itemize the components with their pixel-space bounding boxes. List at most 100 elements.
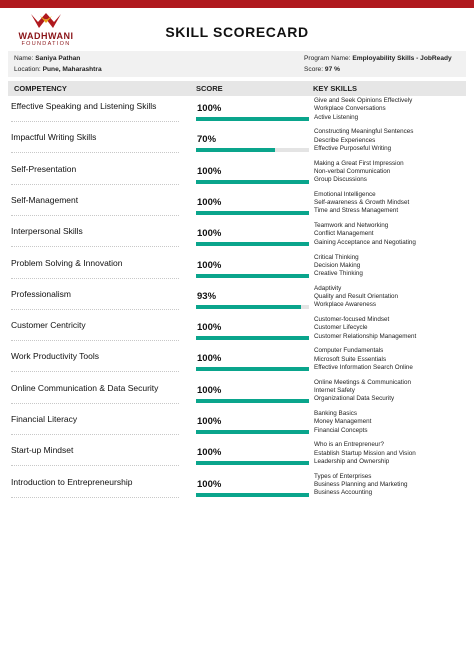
- row-divider: [11, 496, 179, 498]
- score-percent: 100%: [197, 196, 222, 208]
- key-skill-item: Critical Thinking: [314, 253, 359, 261]
- score-bar-fill: [196, 242, 309, 247]
- score-bar-track: [196, 492, 309, 497]
- competency-name: Online Communication & Data Security: [11, 382, 159, 393]
- competency-name: Self-Management: [11, 194, 79, 205]
- competency-name: Professionalism: [11, 288, 71, 299]
- row-divider: [11, 371, 179, 373]
- key-skills-list: Teamwork and Networking Conflict Manageme…: [314, 222, 416, 247]
- score-percent: 100%: [197, 384, 222, 396]
- key-skill-item: Establish Startup Mission and Vision: [314, 449, 416, 457]
- row-divider: [11, 465, 179, 467]
- score-bar-track: [196, 304, 309, 309]
- score-bar-track: [196, 367, 309, 372]
- row-divider: [11, 246, 179, 248]
- key-skill-item: Workplace Awareness: [314, 301, 377, 309]
- row-divider: [11, 214, 179, 216]
- score-value: 97 %: [324, 66, 340, 73]
- score-percent: 100%: [197, 353, 222, 365]
- key-skill-item: Adaptivity: [314, 284, 342, 292]
- program-value: Employability Skills - JobReady: [352, 55, 452, 62]
- key-skill-item: Gaining Acceptance and Negotiating: [314, 238, 416, 246]
- table-row: Self-Presentation 100% Making a Great Firs…: [8, 160, 466, 191]
- row-divider: [11, 183, 179, 185]
- key-skill-item: Workplace Conversations: [314, 105, 386, 113]
- table-row: Online Communication & Data Security 100%…: [8, 379, 466, 410]
- key-skill-item: Conflict Management: [314, 230, 374, 238]
- score-bar-fill: [196, 117, 309, 121]
- score-percent: 100%: [197, 447, 222, 459]
- key-skills-list: Types of Enterprises Business Planning an…: [314, 473, 407, 498]
- key-skills-list: Who is an Entrepreneur? Establish Startup…: [314, 441, 416, 466]
- row-divider: [11, 152, 179, 154]
- key-skill-item: Group Discussions: [314, 176, 367, 184]
- competency-name: Work Productivity Tools: [11, 351, 100, 362]
- key-skill-item: Customer-focused Mindset: [314, 316, 390, 324]
- score-bar-fill: [196, 179, 309, 184]
- key-skill-item: Teamwork and Networking: [314, 222, 389, 230]
- score-bar-fill: [196, 273, 309, 278]
- table-header: COMPETENCY SCORE KEY SKILLS: [8, 81, 466, 96]
- table-row: Customer Centricity 100% Customer-focused …: [8, 316, 466, 347]
- key-skill-item: Business Accounting: [314, 489, 373, 497]
- score-bar-track: [196, 210, 309, 215]
- key-skill-item: Microsoft Suite Essentials: [314, 355, 387, 363]
- competency-name: Effective Speaking and Listening Skills: [11, 101, 157, 111]
- score-percent: 100%: [197, 322, 222, 334]
- key-skill-item: Internet Safety: [314, 386, 355, 394]
- competency-name: Self-Presentation: [11, 163, 77, 174]
- score-percent: 100%: [197, 478, 222, 490]
- score-bar-fill: [196, 148, 276, 153]
- key-skill-item: Quality and Result Orientation: [314, 293, 399, 301]
- score-bar-fill: [196, 461, 309, 466]
- key-skill-item: Creative Thinking: [314, 270, 363, 278]
- key-skill-item: Non-verbal Communication: [314, 167, 391, 175]
- score-percent: 100%: [197, 228, 222, 240]
- key-skill-item: Decision Making: [314, 261, 361, 269]
- location-label: Location:: [14, 66, 41, 73]
- row-divider: [11, 340, 179, 342]
- key-skill-item: Time and Stress Management: [314, 207, 399, 215]
- logo-name: WADHWANI: [18, 31, 74, 41]
- location-field: Location: Pune, Maharashtra: [14, 66, 102, 73]
- key-skill-item: Customer Lifecycle: [314, 324, 368, 332]
- key-skill-item: Constructing Meaningful Sentences: [314, 128, 414, 136]
- score-percent: 100%: [197, 165, 222, 177]
- info-box: Name: Saniya Pathan Location: Pune, Maha…: [8, 51, 466, 77]
- key-skills-list: Banking Basics Money Management Financial …: [314, 410, 371, 435]
- table-row: Introduction to Entrepreneurship 100% Type…: [8, 473, 466, 504]
- key-skill-item: Active Listening: [314, 113, 359, 121]
- competency-name: Impactful Writing Skills: [11, 132, 97, 143]
- name-label: Name:: [14, 55, 34, 62]
- row-divider: [11, 121, 179, 122]
- score-percent: 100%: [197, 103, 222, 114]
- name-field: Name: Saniya Pathan: [14, 55, 80, 62]
- score-percent: 100%: [197, 259, 222, 271]
- score-bar-track: [196, 148, 309, 153]
- table-row: Problem Solving & Innovation 100% Critical…: [8, 254, 466, 285]
- key-skills-list: Making a Great First Impression Non-verba…: [314, 160, 404, 185]
- score-bar-track: [196, 179, 309, 184]
- table-row: Interpersonal Skills 100% Teamwork and Net…: [8, 222, 466, 253]
- table-row: Self-Management 100% Emotional Intelligenc…: [8, 191, 466, 222]
- score-bar-track: [196, 242, 309, 247]
- score-percent: 93%: [197, 290, 217, 302]
- score-bar-track: [196, 117, 309, 121]
- key-skill-item: Types of Enterprises: [314, 472, 372, 480]
- key-skill-item: Emotional Intelligence: [314, 190, 376, 198]
- competency-name: Interpersonal Skills: [11, 226, 83, 237]
- score-bar-track: [196, 430, 309, 434]
- logo-mark-icon: [31, 13, 61, 28]
- score-bar-fill: [196, 492, 309, 497]
- key-skill-item: Who is an Entrepreneur?: [314, 441, 385, 449]
- score-bar-fill: [196, 210, 309, 215]
- key-skills-list: Constructing Meaningful Sentences Describ…: [314, 128, 413, 153]
- score-bar-fill: [196, 304, 302, 309]
- key-skill-item: Computer Fundamentals: [314, 347, 384, 355]
- score-label: Score:: [304, 66, 324, 73]
- score-percent: 70%: [197, 134, 217, 146]
- program-label: Program Name:: [304, 55, 351, 62]
- key-skill-item: Making a Great First Impression: [314, 159, 404, 167]
- table-row: Professionalism 93% Adaptivity Quality and …: [8, 285, 466, 316]
- score-bar-fill: [196, 336, 309, 341]
